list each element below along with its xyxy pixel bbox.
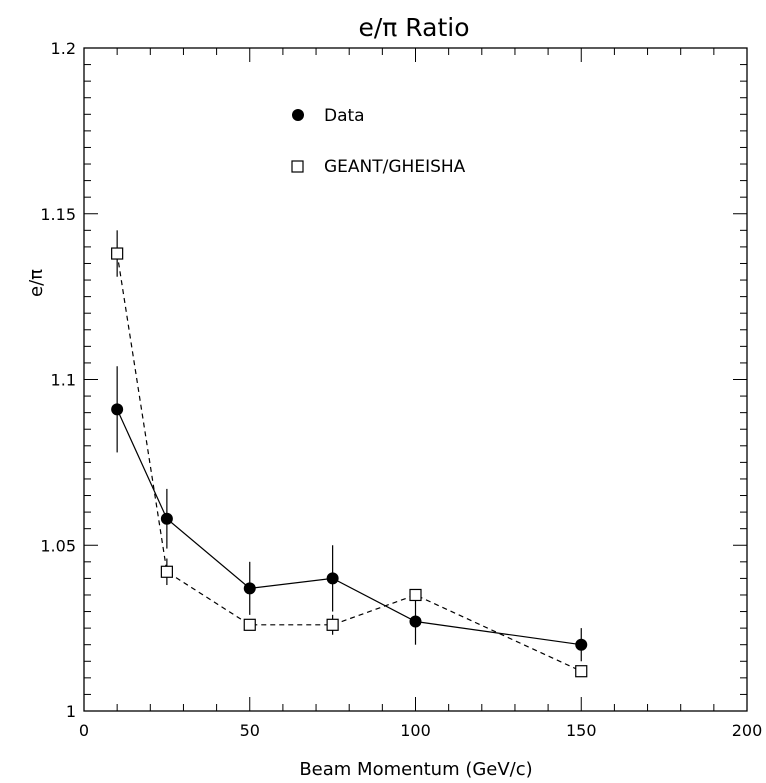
legend-marker-geant [291,160,304,173]
simulation-point [111,247,124,260]
chart-title: e/π Ratio [359,13,470,42]
y-tick-label: 1.05 [40,536,76,555]
y-axis-label: e/π [26,269,47,297]
legend-label-geant: GEANT/GHEISHA [324,157,466,177]
data-point [409,615,422,628]
y-tick-label: 1.1 [51,371,76,390]
y-tick-label: 1.15 [40,205,76,224]
simulation-point [243,618,256,631]
x-tick-label: 0 [79,721,89,740]
legend-label-data: Data [324,106,365,126]
x-axis-label: Beam Momentum (GeV/c) [299,759,532,780]
y-tick-label: 1.2 [51,39,76,58]
data-point [243,582,256,595]
series-lines [116,253,582,672]
y-tick-label: 1 [66,702,76,721]
data-point [575,638,588,651]
x-tick-label: 50 [240,721,260,740]
simulation-point [326,618,339,631]
legend: Data GEANT/GHEISHA [291,106,466,177]
error-bars [116,230,582,662]
simulation-point [160,565,173,578]
x-tick-label: 150 [566,721,597,740]
data-point [111,403,124,416]
data-point [326,572,339,585]
simulation-point [575,665,588,678]
series-line-data [116,409,582,646]
data-point [160,512,173,525]
series-line-geant-gheisha [116,253,582,672]
simulation-point [409,588,422,602]
x-tick-labels: 0 50 100 150 200 [79,721,762,740]
y-tick-labels: 1 1.05 1.1 1.15 1.2 [40,39,76,721]
x-tick-label: 200 [732,721,763,740]
x-tick-label: 100 [400,721,431,740]
series-markers [111,247,588,678]
legend-marker-data [292,109,304,121]
axis-ticks [83,47,748,712]
